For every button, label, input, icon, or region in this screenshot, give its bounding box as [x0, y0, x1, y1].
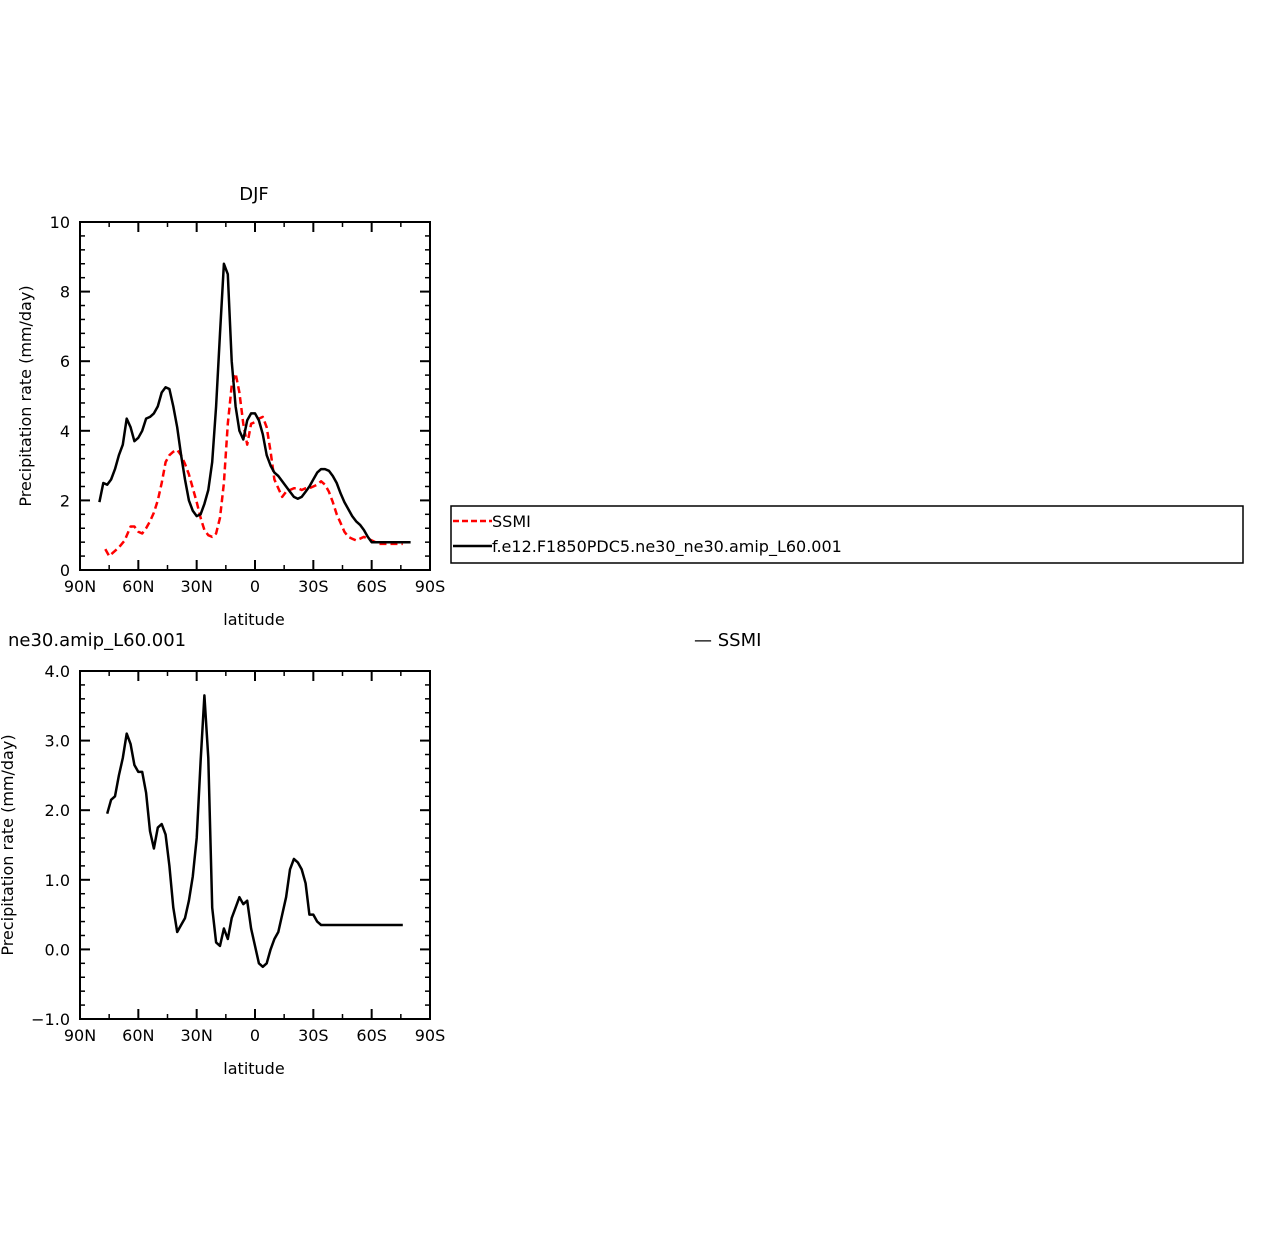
legend-label-ssmi: SSMI: [492, 512, 531, 531]
y-tick-label: 4: [60, 422, 70, 441]
x-tick-label: 30S: [298, 1026, 329, 1045]
y-tick-label: 6: [60, 352, 70, 371]
plot-area: [99, 264, 410, 556]
y-tick-label: −1.0: [31, 1010, 70, 1029]
legend-label-model: f.e12.F1850PDC5.ne30_ne30.amip_L60.001: [492, 537, 842, 557]
x-tick-label: 60S: [356, 577, 387, 596]
y-tick-label: 2: [60, 491, 70, 510]
x-tick-labels: 90N 60N 30N 0 30S 60S 90S: [64, 577, 445, 596]
axis-frame: [80, 222, 430, 570]
y-tick-labels: 0 2 4 6 8 10: [50, 213, 70, 580]
y-tick-label: 0.0: [45, 940, 70, 959]
legend-label-2: — SSMI: [694, 630, 761, 651]
y-tick-label: 3.0: [45, 732, 70, 751]
x-tick-labels-2: 90N 60N 30N 0 30S 60S 90S: [64, 1026, 445, 1045]
x-axis-label: latitude: [223, 610, 284, 629]
x-tick-label: 90S: [415, 1026, 446, 1045]
series-line-f-e12-f1850pdc5-ne30-ne30-amip-l60-001: [99, 264, 410, 542]
legend: SSMI f.e12.F1850PDC5.ne30_ne30.amip_L60.…: [451, 506, 1243, 563]
x-tick-label: 60S: [356, 1026, 387, 1045]
difference-panel: ne30.amip_L60.001 — SSMI 90N 60N 30N 0 30S 60…: [0, 630, 761, 1078]
plot-area-2: [107, 695, 403, 966]
series-line-0: [107, 695, 403, 966]
x-tick-label: 0: [250, 577, 260, 596]
x-tick-label: 30N: [181, 1026, 213, 1045]
y-tick-labels-2: −1.0 0.0 1.0 2.0 3.0 4.0: [31, 662, 70, 1029]
x-tick-label: 60N: [122, 577, 154, 596]
x-tick-label: 30N: [181, 577, 213, 596]
y-tick-label: 8: [60, 283, 70, 302]
y-tick-label: 2.0: [45, 801, 70, 820]
series-line-ssmi: [105, 373, 403, 556]
y-axis-label-2: Precipitation rate (mm/day): [0, 734, 17, 955]
chart-title-2: ne30.amip_L60.001: [8, 630, 186, 651]
axis-frame-2: [80, 671, 430, 1019]
chart-title: DJF: [239, 184, 269, 205]
tick-marks-2: [80, 671, 430, 1019]
tick-marks: [80, 222, 430, 570]
x-tick-label: 0: [250, 1026, 260, 1045]
y-tick-label: 1.0: [45, 871, 70, 890]
y-tick-label: 4.0: [45, 662, 70, 681]
x-tick-label: 60N: [122, 1026, 154, 1045]
x-axis-label-2: latitude: [223, 1059, 284, 1078]
x-tick-label: 30S: [298, 577, 329, 596]
y-axis-label: Precipitation rate (mm/day): [16, 285, 35, 506]
y-tick-label: 0: [60, 561, 70, 580]
y-tick-label: 10: [50, 213, 70, 232]
x-tick-label: 90S: [415, 577, 446, 596]
